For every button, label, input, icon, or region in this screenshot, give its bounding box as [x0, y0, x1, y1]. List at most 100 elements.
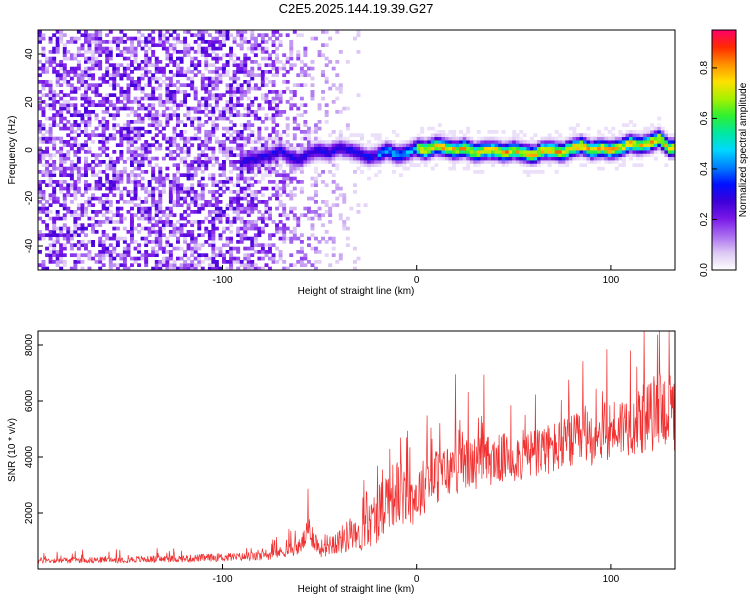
heatmap-cell — [253, 236, 258, 241]
heatmap-cell — [218, 200, 223, 204]
heatmap-cell — [232, 93, 237, 98]
heatmap-cell — [335, 196, 340, 201]
heatmap-cell — [218, 56, 223, 61]
heatmap-cell — [253, 250, 258, 254]
heatmap-cell — [353, 170, 357, 174]
heatmap-cell — [144, 140, 149, 144]
heatmap-cell — [282, 183, 287, 188]
heatmap-cell — [275, 53, 280, 58]
heatmap-cell — [165, 256, 170, 261]
heatmap-cell — [271, 160, 276, 164]
heatmap-cell — [87, 56, 92, 61]
heatmap-cell — [52, 113, 57, 118]
heatmap-cell — [122, 260, 127, 264]
heatmap-cell — [551, 136, 556, 141]
heatmap-cell — [222, 133, 226, 138]
colorbar-ticks: 0.00.20.40.60.8 — [699, 61, 717, 277]
colorbar-tick-label: 0.2 — [699, 212, 710, 226]
heatmap-cell — [271, 156, 276, 161]
heatmap-cell — [614, 140, 619, 144]
heatmap-cell — [225, 226, 230, 231]
heatmap-cell — [122, 123, 127, 128]
heatmap-cell — [285, 153, 290, 158]
heatmap-cell — [331, 150, 336, 154]
heatmap-cell — [491, 153, 495, 158]
heatmap-cell — [593, 150, 598, 154]
heatmap-cell — [377, 150, 382, 154]
heatmap-cell — [469, 150, 474, 154]
heatmap-cell — [48, 250, 53, 254]
heatmap-cell — [112, 133, 117, 138]
heatmap-cell — [579, 163, 584, 168]
heatmap-cell — [193, 106, 198, 111]
heatmap-cell — [183, 163, 188, 168]
heatmap-cell — [356, 140, 361, 144]
heatmap-cell — [353, 146, 357, 151]
heatmap-cell — [130, 140, 134, 144]
heatmap-cell — [236, 206, 241, 211]
heatmap-cell — [664, 163, 669, 168]
heatmap-cell — [130, 163, 134, 168]
heatmap-cell — [207, 46, 212, 51]
heatmap-cell — [161, 213, 166, 218]
heatmap-cell — [260, 106, 265, 111]
heatmap-cell — [55, 213, 60, 218]
heatmap-cell — [158, 120, 163, 124]
heatmap-cell — [222, 93, 226, 98]
heatmap-cell — [409, 150, 414, 154]
heatmap-cell — [268, 213, 272, 218]
heatmap-cell — [41, 36, 46, 41]
heatmap-cell — [190, 186, 195, 191]
heatmap-cell — [126, 76, 131, 81]
heatmap-cell — [211, 106, 216, 111]
heatmap-cell — [370, 160, 375, 164]
heatmap-cell — [268, 266, 272, 271]
heatmap-cell — [52, 123, 57, 128]
heatmap-cell — [583, 163, 587, 168]
heatmap-cell — [207, 236, 212, 241]
heatmap-cell — [575, 150, 580, 154]
heatmap-cell — [660, 130, 665, 134]
heatmap-cell — [667, 156, 672, 161]
heatmap-cell — [473, 163, 478, 168]
heatmap-cell — [236, 193, 241, 198]
heatmap-cell — [229, 76, 234, 81]
heatmap-cell — [271, 256, 276, 261]
heatmap-cell — [190, 246, 195, 251]
heatmap-cell — [151, 196, 156, 201]
heatmap-cell — [137, 113, 142, 118]
heatmap-cell — [271, 90, 276, 94]
heatmap-cell — [455, 153, 460, 158]
heatmap-cell — [512, 146, 517, 151]
heatmap-cell — [529, 170, 534, 174]
heatmap-cell — [292, 150, 297, 154]
heatmap-cell — [38, 156, 42, 161]
spectrogram-y-tick-label: -40 — [24, 238, 35, 253]
heatmap-cell — [317, 136, 322, 141]
heatmap-cell — [204, 83, 209, 88]
heatmap-cell — [197, 50, 202, 54]
heatmap-cell — [112, 160, 117, 164]
heatmap-cell — [172, 96, 177, 101]
heatmap-cell — [211, 260, 216, 264]
heatmap-cell — [331, 160, 336, 164]
heatmap-cell — [133, 126, 138, 131]
heatmap-cell — [73, 193, 78, 198]
heatmap-cell — [399, 160, 403, 164]
heatmap-cell — [126, 253, 131, 258]
heatmap-cell — [45, 200, 50, 204]
heatmap-cell — [115, 266, 120, 271]
heatmap-cell — [112, 83, 117, 88]
heatmap-cell — [98, 176, 103, 181]
heatmap-cell — [172, 226, 177, 231]
heatmap-cell — [285, 116, 290, 121]
heatmap-cell — [41, 180, 46, 184]
heatmap-cell — [434, 133, 439, 138]
heatmap-cell — [76, 50, 81, 54]
heatmap-cell — [130, 256, 134, 261]
heatmap-cell — [314, 153, 318, 158]
heatmap-cell — [236, 146, 241, 151]
heatmap-cell — [161, 33, 166, 38]
heatmap-cell — [353, 246, 357, 251]
heatmap-cell — [271, 73, 276, 78]
